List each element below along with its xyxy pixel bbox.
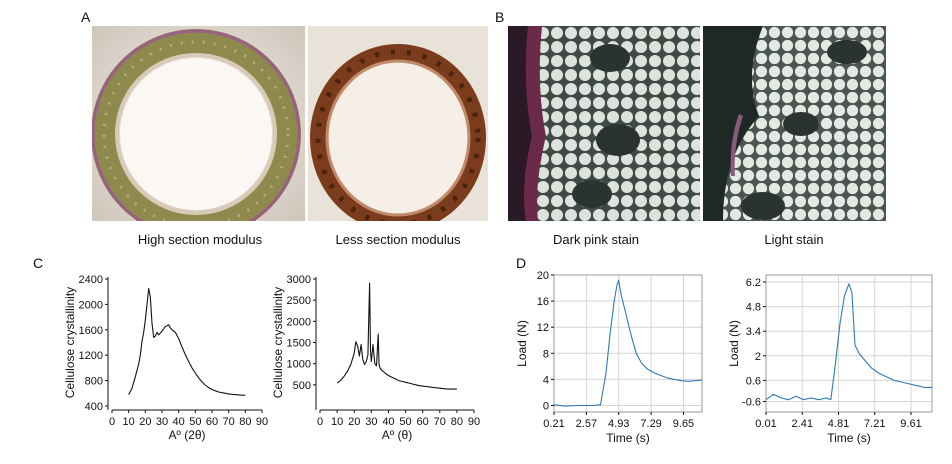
y-tick-label: 2000 [287, 316, 311, 328]
panel-letter-c: C [33, 255, 44, 271]
light-stain-photo [703, 26, 886, 221]
chart-xrd-theta: 0 10 20 30 40 50 60 70 80 90 500 1000 1500 2000 2500 30… [271, 274, 480, 442]
plot-frame [765, 274, 933, 413]
y-tick-label: -0.6 [742, 396, 761, 408]
x-tick-label: 60 [417, 416, 429, 428]
x-tick-label: 2.57 [576, 418, 597, 430]
x-tick-label: 80 [451, 416, 463, 428]
high-section-modulus-photo [92, 26, 305, 221]
y-tick-label: 2500 [287, 295, 311, 307]
chart-xrd-2theta: 0 10 20 30 40 50 60 70 80 90 400 800 1200 1600 2000 240… [63, 274, 268, 442]
x-tick-label: 10 [331, 416, 343, 428]
x-axis-label: Aº (θ) [382, 428, 412, 442]
y-tick-label: 3.4 [746, 326, 761, 338]
x-tick-label: 30 [365, 416, 377, 428]
x-tick-label: 20 [139, 416, 151, 428]
y-tick-label: 1200 [79, 350, 103, 362]
y-tick-label: 2000 [79, 299, 103, 311]
x-axis-label: Time (s) [606, 431, 650, 445]
y-axis-label: Load (N) [727, 320, 741, 367]
x-tick-label: 2.41 [792, 418, 813, 430]
dark-pink-stain-photo [508, 26, 700, 221]
y-tick-label: 1600 [79, 325, 103, 337]
x-tick-label: 70 [223, 416, 235, 428]
y-tick-label: 400 [85, 401, 103, 413]
series-line [553, 279, 703, 407]
x-tick-label: 10 [123, 416, 135, 428]
less-section-modulus-photo [308, 26, 488, 221]
y-axis-label: Load (N) [515, 320, 529, 367]
y-tick-label: 500 [293, 380, 311, 392]
x-tick-label: 60 [206, 416, 218, 428]
y-tick-label: 20 [537, 270, 549, 282]
x-tick-label: 90 [256, 416, 268, 428]
y-tick-label: 16 [537, 296, 549, 308]
y-tick-label: 0.6 [746, 375, 761, 387]
x-tick-label: 9.61 [900, 418, 921, 430]
x-axis-label: Aº (2θ) [168, 428, 205, 442]
y-axis-label: Cellulose crystallinity [271, 287, 285, 398]
panel-letter-a: A [81, 9, 91, 25]
x-tick-label: 4.81 [828, 418, 849, 430]
y-axis-label: Cellulose crystallinity [63, 287, 77, 398]
y-tick-label: 800 [85, 376, 103, 388]
x-tick-label: 0.01 [755, 418, 776, 430]
x-tick-label: 70 [434, 416, 446, 428]
y-tick-label: 1000 [287, 359, 311, 371]
y-tick-label: 2 [755, 351, 761, 363]
series-line [336, 282, 457, 390]
y-tick-label: 12 [537, 322, 549, 334]
x-tick-label: 0.21 [543, 418, 564, 430]
x-tick-label: 0 [109, 416, 115, 428]
x-tick-label: 90 [468, 416, 480, 428]
y-tick-label: 6.2 [746, 277, 761, 289]
x-tick-label: 50 [399, 416, 411, 428]
y-tick-label: 8 [543, 348, 549, 360]
y-tick-label: 4.8 [746, 302, 761, 314]
caption-dark-pink-stain: Dark pink stain [553, 232, 639, 247]
x-tick-label: 80 [239, 416, 251, 428]
x-tick-label: 7.29 [640, 418, 661, 430]
x-tick-label: 30 [156, 416, 168, 428]
panel-letter-b: B [495, 9, 505, 25]
caption-less-section-modulus: Less section modulus [335, 232, 461, 247]
y-tick-label: 1500 [287, 338, 311, 350]
y-tick-label: 0 [543, 400, 549, 412]
x-tick-label: 40 [173, 416, 185, 428]
y-tick-label: 3000 [287, 274, 311, 286]
x-axis-label: Time (s) [827, 431, 871, 445]
caption-light-stain: Light stain [764, 232, 824, 247]
plot-frame [553, 274, 703, 413]
x-tick-label: 7.21 [864, 418, 885, 430]
x-tick-label: 40 [382, 416, 394, 428]
y-tick-label: 4 [543, 374, 549, 386]
series-line [765, 283, 932, 401]
x-tick-label: 0 [317, 416, 323, 428]
y-tick-label: 2400 [79, 274, 103, 286]
panel-letter-d: D [516, 255, 527, 271]
x-tick-label: 20 [348, 416, 360, 428]
chart-load-low: 0.01 2.41 4.81 7.21 9.61 -0.6 0.6 2 3.4 4.8 6.2 Tim… [727, 274, 933, 445]
chart-load-high: 0.21 2.57 4.93 7.29 9.65 0 4 8 12 16 20 Time (s) Loa… [515, 270, 703, 445]
x-tick-label: 4.93 [608, 418, 629, 430]
x-tick-label: 9.65 [673, 418, 694, 430]
caption-high-section-modulus: High section modulus [137, 232, 263, 247]
series-line [128, 287, 246, 396]
x-tick-label: 50 [189, 416, 201, 428]
